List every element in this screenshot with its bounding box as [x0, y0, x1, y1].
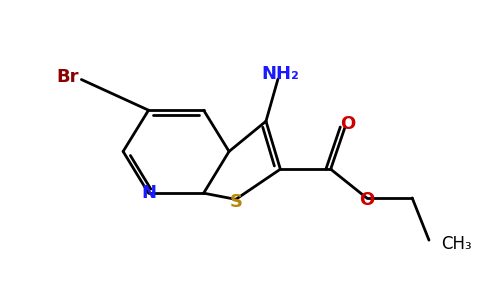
Text: O: O: [340, 115, 355, 133]
Text: N: N: [141, 184, 156, 202]
Text: CH₃: CH₃: [441, 235, 471, 253]
Text: NH₂: NH₂: [261, 65, 299, 83]
Text: Br: Br: [57, 68, 79, 86]
Text: S: S: [229, 193, 242, 211]
Text: O: O: [359, 191, 374, 209]
